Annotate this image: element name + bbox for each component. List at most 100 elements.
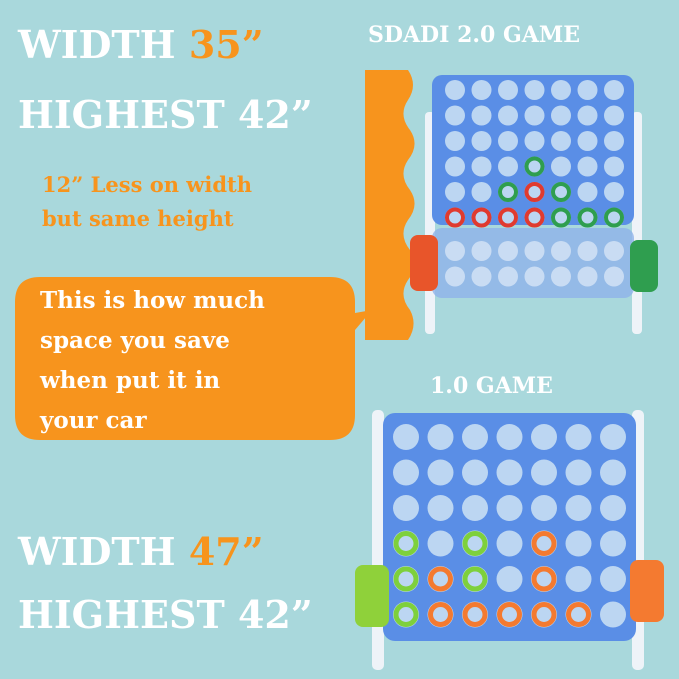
hole bbox=[551, 156, 571, 177]
bottom-width: WIDTH 47” bbox=[17, 529, 264, 574]
hole bbox=[551, 266, 571, 287]
board-lower bbox=[432, 228, 634, 298]
token-stack bbox=[355, 565, 389, 627]
token bbox=[577, 207, 598, 228]
hole bbox=[565, 495, 592, 521]
hole bbox=[496, 566, 523, 592]
hole bbox=[471, 80, 492, 100]
token bbox=[551, 182, 571, 202]
width-label: WIDTH bbox=[17, 22, 176, 67]
hole bbox=[462, 495, 488, 521]
hole bbox=[498, 156, 518, 177]
hole bbox=[471, 131, 492, 151]
bubble-line: your car bbox=[39, 407, 147, 434]
hole bbox=[498, 80, 518, 100]
hole bbox=[445, 131, 465, 151]
token-stack bbox=[630, 560, 664, 622]
board-leg bbox=[372, 410, 384, 670]
hole bbox=[531, 424, 557, 450]
token bbox=[393, 602, 419, 627]
bubble-line: This is how much bbox=[40, 287, 265, 314]
top-title: SDADI 2.0 GAME bbox=[368, 22, 580, 48]
hole bbox=[565, 424, 592, 450]
top-width: WIDTH 35” bbox=[17, 22, 264, 67]
hole bbox=[524, 266, 545, 287]
hole bbox=[565, 459, 592, 486]
token bbox=[498, 207, 518, 228]
hole bbox=[471, 241, 492, 261]
hole bbox=[604, 80, 624, 100]
hole bbox=[551, 80, 571, 100]
note-line: but same height bbox=[42, 206, 234, 231]
hole bbox=[498, 241, 518, 261]
token bbox=[551, 207, 571, 228]
token bbox=[531, 531, 557, 556]
hole bbox=[577, 241, 598, 261]
token bbox=[524, 182, 545, 202]
hole bbox=[496, 495, 523, 521]
hole bbox=[551, 241, 571, 261]
hole bbox=[393, 459, 419, 486]
hole bbox=[604, 131, 624, 151]
hole bbox=[577, 80, 598, 100]
hole bbox=[471, 266, 492, 287]
token bbox=[566, 602, 591, 627]
token bbox=[462, 602, 488, 627]
board-2-0 bbox=[410, 75, 658, 334]
width-bar bbox=[365, 70, 415, 340]
hole bbox=[600, 566, 626, 592]
top-height: HIGHEST 42” bbox=[18, 92, 313, 137]
hole bbox=[600, 495, 626, 521]
token-stack bbox=[630, 240, 658, 292]
hole bbox=[577, 131, 598, 151]
bottom-height: HIGHEST 42” bbox=[18, 592, 313, 637]
hole bbox=[577, 182, 598, 202]
bubble-line: space you save bbox=[40, 327, 230, 354]
hole bbox=[524, 80, 545, 100]
hole bbox=[498, 266, 518, 287]
token bbox=[497, 602, 522, 627]
hole bbox=[551, 105, 571, 126]
hole bbox=[445, 80, 465, 100]
hole bbox=[524, 241, 545, 261]
hole bbox=[471, 156, 492, 177]
hole bbox=[445, 241, 465, 261]
speech-bubble bbox=[15, 277, 372, 440]
hole bbox=[445, 156, 465, 177]
hole bbox=[498, 105, 518, 126]
hole bbox=[604, 105, 624, 126]
hole bbox=[604, 266, 624, 287]
hole bbox=[496, 459, 523, 486]
hole bbox=[600, 459, 626, 486]
token bbox=[471, 207, 492, 228]
board-1-0 bbox=[355, 410, 664, 670]
token bbox=[531, 566, 557, 592]
token bbox=[393, 531, 419, 556]
token bbox=[445, 207, 465, 228]
token bbox=[393, 566, 419, 592]
hole bbox=[462, 424, 488, 450]
hole bbox=[471, 105, 492, 126]
hole bbox=[600, 601, 626, 628]
width-label: WIDTH bbox=[17, 529, 176, 574]
hole bbox=[600, 530, 626, 557]
token bbox=[428, 566, 453, 592]
hole bbox=[565, 566, 592, 592]
hole bbox=[445, 266, 465, 287]
note-line: 12” Less on width bbox=[42, 172, 252, 197]
hole bbox=[565, 530, 592, 557]
hole bbox=[531, 495, 557, 521]
token bbox=[498, 182, 518, 202]
hole bbox=[445, 182, 465, 202]
hole bbox=[393, 495, 419, 521]
hole bbox=[496, 530, 523, 557]
hole bbox=[577, 266, 598, 287]
bubble-line: when put it in bbox=[39, 367, 220, 394]
hole bbox=[604, 241, 624, 261]
token bbox=[428, 602, 453, 627]
hole bbox=[496, 424, 523, 450]
hole bbox=[393, 424, 419, 450]
hole bbox=[445, 105, 465, 126]
